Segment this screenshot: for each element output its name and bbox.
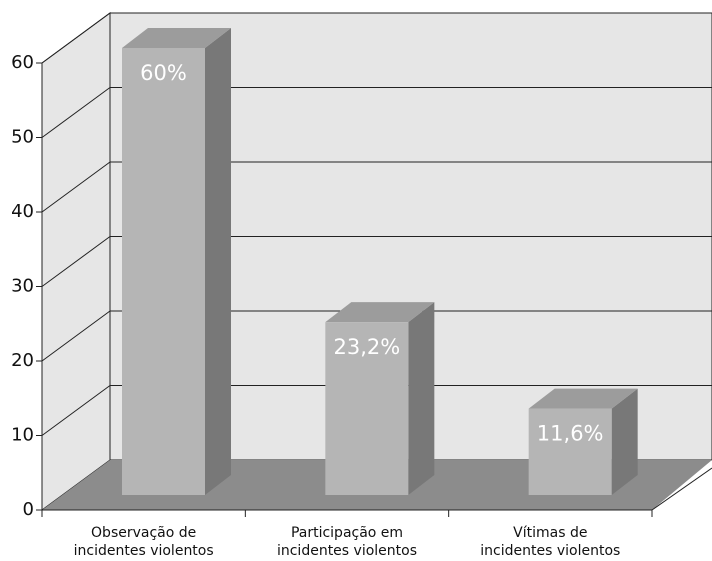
grid-line [41,12,111,64]
y-tick-label: 50 [11,127,34,148]
bar-top [528,388,638,409]
y-tick-label: 30 [11,276,34,297]
bar-top [122,28,231,48]
value-label: 60% [140,61,187,85]
grid-line [41,310,111,362]
grid-line [41,87,111,138]
x-tick-label: Vítimas de incidentes violentos [480,525,621,559]
bar [528,408,612,495]
bar-side [611,388,638,495]
y-tick-label: 60 [11,52,34,73]
value-label: 11,6% [537,422,604,446]
grid-line [41,161,111,213]
y-tick-label: 0 [23,499,34,520]
y-tick-label: 10 [11,425,34,446]
bar-side [205,28,231,495]
bar-top [325,302,435,323]
y-tick-label: 40 [11,201,34,222]
x-tick-label: Observação de incidentes violentos [73,525,214,559]
x-tick-label: Participação em incidentes violentos [276,525,418,559]
y-tick-label: 20 [11,350,34,371]
grid-line [41,236,111,287]
value-label: 23,2% [333,335,400,359]
bar-side [408,302,435,495]
grid-line [41,385,111,436]
floor-edge [651,467,712,511]
bar [325,322,409,495]
bar [122,48,205,495]
